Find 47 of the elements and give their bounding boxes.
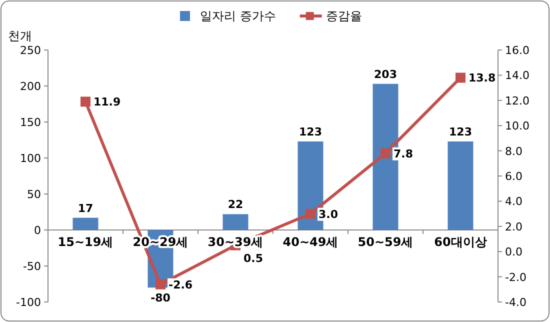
y-axis-title: 천개: [8, 29, 32, 43]
bar: [222, 214, 248, 230]
y2-tick-label: 8.0: [505, 144, 522, 158]
data-label: 203: [374, 68, 397, 81]
y-tick-label: 100: [20, 152, 41, 165]
y2-tick-label: 10.0: [505, 120, 530, 133]
data-label: -2.6: [168, 278, 193, 292]
legend-label: 일자리 증가수: [200, 9, 276, 23]
data-label: -80: [150, 292, 171, 305]
x-tick-label: 15~19세: [58, 235, 114, 249]
data-label: 17: [78, 202, 94, 215]
data-label: 22: [228, 198, 244, 212]
x-tick-label: 40~49세: [282, 235, 338, 249]
point: [156, 279, 166, 290]
y-tick-label: 150: [20, 116, 41, 129]
y-tick-label: -100: [16, 296, 41, 309]
bar: [72, 218, 98, 230]
point: [456, 72, 466, 83]
y2-tick-label: 6.0: [505, 170, 522, 183]
y-tick-label: 200: [20, 80, 41, 93]
data-label: 13.8: [468, 72, 496, 85]
y2-tick-label: -4.0: [505, 296, 526, 309]
y2-tick-label: 2.0: [505, 220, 522, 234]
y-tick-label: 0: [34, 224, 41, 237]
x-tick-label: 20~29세: [132, 235, 188, 249]
y2-tick-label: 16.0: [505, 44, 530, 57]
bar: [448, 141, 474, 230]
point: [80, 96, 90, 107]
y2-tick-label: 12.0: [505, 94, 530, 108]
x-tick-label: 50~59세: [358, 235, 414, 249]
y-tick-label: 50: [27, 188, 41, 201]
data-label: 3.0: [318, 208, 338, 221]
point: [306, 208, 316, 219]
data-label: 0.5: [244, 252, 263, 265]
data-label: 123: [449, 125, 472, 138]
point: [380, 148, 390, 158]
y2-tick-label: -2.0: [505, 270, 526, 284]
data-label: 11.9: [94, 96, 121, 109]
data-label: 123: [299, 125, 322, 138]
legend-label: 증감율: [326, 9, 362, 23]
y2-tick-label: 4.0: [505, 195, 522, 208]
y2-tick-label: 0.0: [505, 246, 522, 259]
x-tick-label: 60대이상: [434, 235, 487, 249]
y-tick-label: 250: [20, 44, 41, 57]
y-tick-label: -50: [23, 260, 41, 273]
data-label: 7.8: [394, 147, 413, 160]
y2-tick-label: 14.0: [505, 69, 530, 82]
